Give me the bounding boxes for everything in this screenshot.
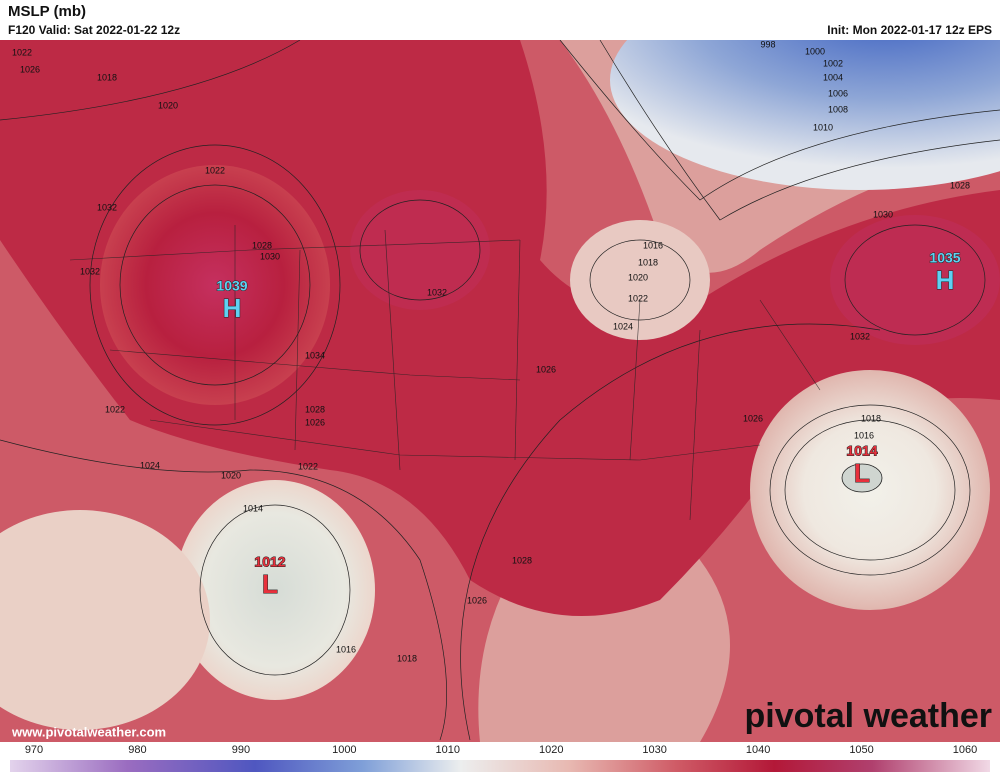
high-pressure-area bbox=[100, 165, 330, 405]
isobar-label: 1024 bbox=[140, 460, 160, 470]
center-value: 1039 bbox=[216, 278, 247, 294]
isobar-label: 1022 bbox=[205, 165, 225, 175]
isobar-label: 1014 bbox=[243, 503, 263, 513]
colorbar-tick-label: 1060 bbox=[953, 744, 977, 756]
colorbar-tick-label: 1030 bbox=[642, 744, 666, 756]
isobar-label: 1026 bbox=[305, 417, 325, 427]
isobar-label: 1018 bbox=[397, 653, 417, 663]
isobar-label: 1034 bbox=[305, 350, 325, 360]
center-value: 1014 bbox=[846, 443, 877, 459]
header-band bbox=[0, 0, 1000, 40]
title: MSLP (mb) bbox=[8, 3, 86, 20]
isobar-label: 1016 bbox=[336, 644, 356, 654]
isobar-label: 1032 bbox=[850, 331, 870, 341]
isobar bbox=[841, 463, 883, 493]
isobar-label: 1030 bbox=[873, 209, 893, 219]
isobar-label: 1018 bbox=[861, 413, 881, 423]
isobar-label: 1020 bbox=[628, 272, 648, 282]
valid-time: F120 Valid: Sat 2022-01-22 12z bbox=[8, 23, 180, 37]
pressure-zone bbox=[570, 220, 710, 340]
center-symbol: L bbox=[262, 569, 278, 599]
isobar-label: 1022 bbox=[298, 461, 318, 471]
high-pressure-area bbox=[830, 215, 1000, 345]
isobar-label: 1028 bbox=[305, 404, 325, 414]
isobar-label: 1028 bbox=[950, 180, 970, 190]
isobar-label: 1016 bbox=[854, 430, 874, 440]
logo: pivotal weather bbox=[744, 697, 992, 735]
center-value: 1012 bbox=[254, 554, 285, 570]
center-value: 1035 bbox=[929, 250, 960, 266]
isobar-label: 1026 bbox=[743, 413, 763, 423]
isobar-label: 1026 bbox=[467, 595, 487, 605]
isobar-label: 1022 bbox=[12, 47, 32, 57]
state-borders bbox=[69, 225, 821, 521]
pressure-zone bbox=[0, 510, 210, 730]
init-time: Init: Mon 2022-01-17 12z EPS bbox=[827, 23, 992, 37]
isobar-label: 1020 bbox=[158, 100, 178, 110]
isobar-label: 1020 bbox=[221, 470, 241, 480]
center-symbol: L bbox=[854, 458, 870, 488]
isobar-label: 1028 bbox=[252, 240, 272, 250]
low-pressure-area bbox=[175, 480, 375, 700]
colorbar-tick-label: 990 bbox=[232, 744, 250, 756]
colorbar-tick-label: 980 bbox=[128, 744, 146, 756]
isobar-label: 1004 bbox=[823, 72, 843, 82]
isobar-label: 1016 bbox=[643, 240, 663, 250]
colorbar-tick-label: 1040 bbox=[746, 744, 770, 756]
center-symbol: H bbox=[936, 265, 955, 295]
colorbar-tick-label: 1020 bbox=[539, 744, 563, 756]
isobar-label: 1002 bbox=[823, 58, 843, 68]
isobar-label: 1026 bbox=[536, 364, 556, 374]
isobar-label: 1010 bbox=[813, 122, 833, 132]
isobar-label: 1032 bbox=[80, 266, 100, 276]
website: www.pivotalweather.com bbox=[11, 724, 166, 739]
isobar-label: 1028 bbox=[512, 555, 532, 565]
isobar-label: 1022 bbox=[628, 293, 648, 303]
isobar-label: 1018 bbox=[97, 72, 117, 82]
isobar-labels: 1022102610181020102210321032102810301032… bbox=[12, 39, 970, 663]
isobar-label: 1032 bbox=[427, 287, 447, 297]
colorbar-tick-label: 1050 bbox=[849, 744, 873, 756]
colorbar-tick-label: 1010 bbox=[436, 744, 460, 756]
colorbar bbox=[10, 760, 990, 772]
isobars bbox=[0, 39, 1000, 741]
low-pressure-area bbox=[610, 0, 1000, 190]
isobar-label: 998 bbox=[760, 39, 775, 49]
isobar-label: 1006 bbox=[828, 88, 848, 98]
isobar-label: 1000 bbox=[805, 46, 825, 56]
high-pressure-area bbox=[350, 190, 490, 310]
isobar-label: 1030 bbox=[260, 251, 280, 261]
colorbar-ticks: 970 980 990 1000 1010 1020 1030 1040 1050 1060 bbox=[25, 744, 977, 756]
center-symbol: H bbox=[223, 293, 242, 323]
colorbar-tick-label: 1000 bbox=[332, 744, 356, 756]
colorbar-tick-label: 970 bbox=[25, 744, 43, 756]
isobar-label: 1032 bbox=[97, 202, 117, 212]
isobar-label: 1026 bbox=[20, 64, 40, 74]
isobar-label: 1008 bbox=[828, 104, 848, 114]
isobar-label: 1022 bbox=[105, 404, 125, 414]
isobar-label: 1018 bbox=[638, 257, 658, 267]
isobar-label: 1024 bbox=[613, 321, 633, 331]
